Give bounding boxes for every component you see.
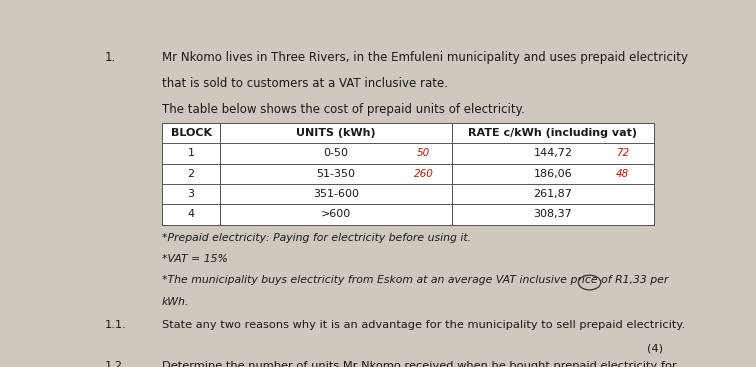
Text: 308,37: 308,37 — [534, 210, 572, 219]
Text: 4: 4 — [187, 210, 195, 219]
Text: Determine the number of units Mr Nkomo received when he bought prepaid electrici: Determine the number of units Mr Nkomo r… — [162, 361, 677, 367]
Text: State any two reasons why it is an advantage for the municipality to sell prepai: State any two reasons why it is an advan… — [162, 320, 685, 330]
Text: 50: 50 — [417, 148, 430, 159]
Text: Mr Nkomo lives in Three Rivers, in the Emfuleni municipality and uses prepaid el: Mr Nkomo lives in Three Rivers, in the E… — [162, 51, 688, 64]
Text: UNITS (kWh): UNITS (kWh) — [296, 128, 376, 138]
Text: 3: 3 — [187, 189, 195, 199]
Bar — [162, 123, 654, 225]
Text: 1: 1 — [187, 148, 195, 159]
Text: >600: >600 — [321, 210, 352, 219]
Text: 1.: 1. — [105, 51, 116, 64]
Text: 51-350: 51-350 — [317, 169, 355, 179]
Text: The table below shows the cost of prepaid units of electricity.: The table below shows the cost of prepai… — [162, 103, 525, 116]
Text: BLOCK: BLOCK — [171, 128, 212, 138]
Text: that is sold to customers at a VAT inclusive rate.: that is sold to customers at a VAT inclu… — [162, 77, 448, 90]
Text: (4): (4) — [647, 343, 663, 353]
Text: 0-50: 0-50 — [324, 148, 349, 159]
Text: 1.2.: 1.2. — [105, 361, 127, 367]
Text: 72: 72 — [616, 148, 629, 159]
Text: 261,87: 261,87 — [534, 189, 572, 199]
Text: *Prepaid electricity: Paying for electricity before using it.: *Prepaid electricity: Paying for electri… — [162, 233, 471, 243]
Text: 1.1.: 1.1. — [105, 320, 127, 330]
Text: kWh.: kWh. — [162, 297, 189, 307]
Text: 260: 260 — [414, 169, 434, 179]
Text: 48: 48 — [616, 169, 629, 179]
Text: 2: 2 — [187, 169, 195, 179]
Text: *VAT = 15%: *VAT = 15% — [162, 254, 228, 264]
Text: 144,72: 144,72 — [534, 148, 572, 159]
Text: *The municipality buys electricity from Eskom at an average VAT inclusive price : *The municipality buys electricity from … — [162, 276, 668, 286]
Text: 186,06: 186,06 — [534, 169, 572, 179]
Text: 351-600: 351-600 — [313, 189, 359, 199]
Text: RATE c/kWh (including vat): RATE c/kWh (including vat) — [469, 128, 637, 138]
